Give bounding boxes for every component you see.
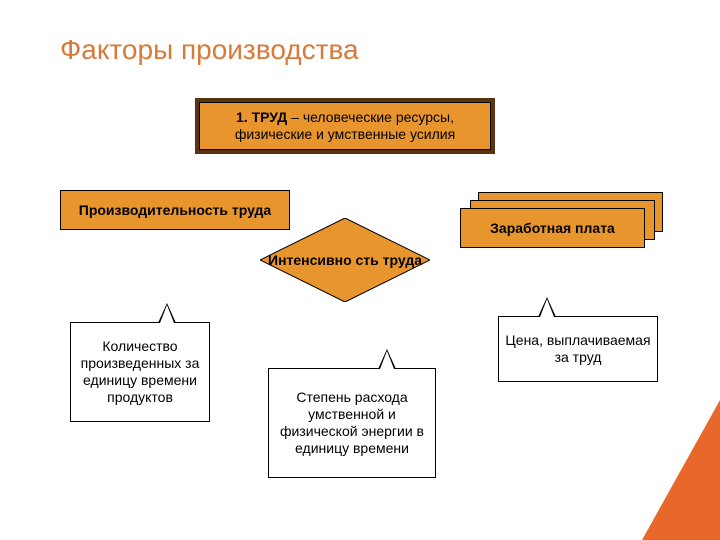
main-concept-inner: 1. ТРУД – человеческие ресурсы, физическ… <box>199 102 491 150</box>
callout-text: Количество произведенных за единицу врем… <box>75 338 205 405</box>
slide-title: Факторы производства <box>60 34 359 66</box>
main-concept-text: 1. ТРУД – человеческие ресурсы, физическ… <box>210 109 480 144</box>
callout-text: Степень расхода умственной и физической … <box>273 389 431 456</box>
callout-productivity-desc: Количество произведенных за единицу врем… <box>70 322 210 422</box>
slide-stage: Факторы производства 1. ТРУД – человечес… <box>0 0 720 540</box>
main-concept-box: 1. ТРУД – человеческие ресурсы, физическ… <box>195 98 495 154</box>
callout-text: Цена, выплачиваемая за труд <box>503 332 653 366</box>
intensity-diamond: Интенсивно сть труда <box>260 218 430 302</box>
intensity-label: Интенсивно сть труда <box>260 218 430 302</box>
main-concept-bold: 1. ТРУД <box>236 109 287 125</box>
productivity-box: Производительность труда <box>60 190 290 230</box>
callout-salary-desc: Цена, выплачиваемая за труд <box>498 316 658 382</box>
corner-decoration <box>642 400 720 540</box>
callout-intensity-desc: Степень расхода умственной и физической … <box>268 368 436 478</box>
salary-box: Заработная плата <box>460 208 645 248</box>
